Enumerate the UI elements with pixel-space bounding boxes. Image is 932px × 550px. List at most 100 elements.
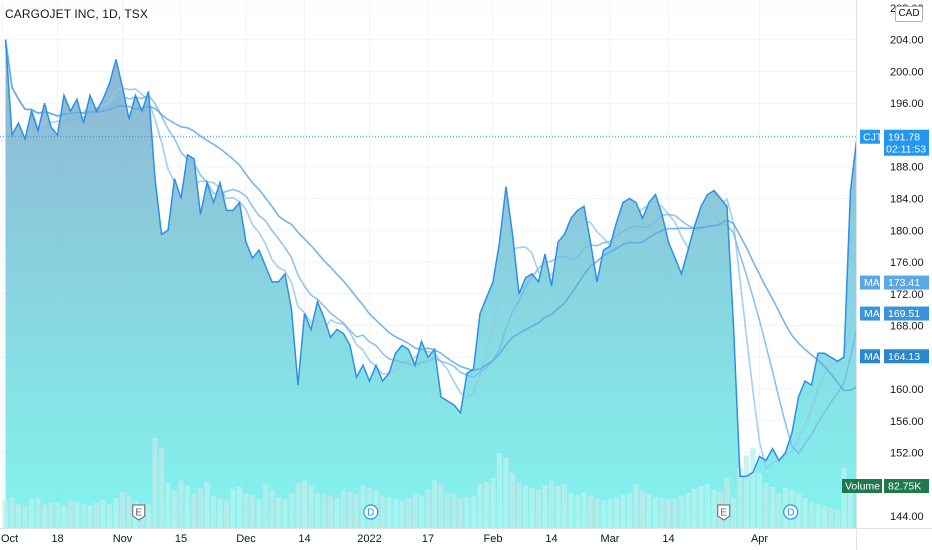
- volume-bar: [522, 485, 529, 528]
- ma-value-tag[interactable]: MA 169.51: [860, 306, 929, 321]
- earnings-marker[interactable]: E: [717, 504, 731, 521]
- volume-bar: [672, 498, 678, 528]
- volume-tag[interactable]: Volume 82.75K: [842, 479, 929, 493]
- volume-bar: [282, 499, 288, 528]
- moving-average-line-1[interactable]: [4, 39, 858, 470]
- time-tick-label: 15: [175, 533, 187, 545]
- ma-value-tag[interactable]: MA 173.41: [860, 275, 929, 290]
- time-tick-label: 14: [662, 533, 674, 545]
- volume-bar: [529, 488, 535, 528]
- price-tick-label: 168.00: [890, 321, 924, 333]
- volume-bar: [490, 478, 496, 528]
- volume-bar: [808, 502, 815, 528]
- volume-bar: [847, 486, 854, 528]
- bar-countdown: 02:11:53: [886, 144, 926, 156]
- volume-bar: [425, 489, 431, 528]
- price-line[interactable]: [4, 39, 858, 478]
- volume-bar: [152, 438, 158, 528]
- volume-bar: [561, 484, 568, 528]
- volume-bar: [386, 497, 392, 528]
- volume-bar: [776, 493, 782, 528]
- volume-bar: [730, 498, 737, 528]
- volume-bar: [542, 485, 548, 528]
- earnings-marker[interactable]: E: [132, 504, 146, 521]
- volume-bar: [841, 468, 847, 528]
- volume-bar: [321, 494, 327, 528]
- volume-bar: [210, 495, 217, 528]
- volume-bar: [236, 487, 243, 528]
- price-area-fill: [5, 39, 856, 528]
- time-tick-label: 18: [51, 533, 63, 545]
- volume-bar: [646, 494, 652, 528]
- time-tick-label: 2022: [357, 533, 381, 545]
- volume-bar: [301, 480, 308, 528]
- dividend-marker[interactable]: D: [783, 504, 799, 520]
- volume-bar: [607, 499, 613, 528]
- volume-bar: [555, 486, 561, 528]
- time-tick-label: Dec: [236, 533, 256, 545]
- moving-average-line-3[interactable]: [4, 39, 858, 392]
- time-tick-label: Mar: [601, 533, 620, 545]
- volume-bar: [288, 493, 295, 528]
- ma-last-value: 169.51: [888, 308, 920, 320]
- ma-last-value: 173.41: [888, 277, 920, 289]
- volume-bar: [750, 448, 756, 528]
- price-axis[interactable]: 144.00148.00152.00156.00160.00164.00168.…: [890, 3, 924, 523]
- volume-bar: [106, 504, 113, 528]
- volume-bar: [581, 492, 587, 528]
- volume-bar: [35, 497, 41, 528]
- volume-bar: [327, 496, 334, 528]
- volume-bar: [691, 489, 698, 528]
- volume-bar: [48, 502, 54, 528]
- volume-bar: [145, 504, 152, 528]
- volume-bar: [256, 499, 262, 528]
- volume-bar: [61, 505, 67, 528]
- volume-bar: [340, 490, 347, 528]
- volume-bar: [698, 486, 704, 528]
- volume-bar: [392, 499, 399, 528]
- volume-bar: [685, 493, 691, 528]
- volume-bar: [652, 497, 659, 528]
- volume-bar: [80, 503, 87, 528]
- ma-value-tag[interactable]: MA 164.13: [860, 349, 929, 364]
- volume-bar: [126, 495, 132, 528]
- volume-bar: [2, 500, 9, 528]
- dividend-marker[interactable]: D: [363, 504, 379, 520]
- volume-bar: [457, 498, 464, 528]
- volume-bar: [22, 506, 28, 528]
- time-tick-label: 14: [545, 533, 557, 545]
- volume-bar: [626, 493, 633, 528]
- volume-bar: [834, 509, 841, 528]
- time-axis[interactable]: Oct 18 Nov 15 Dec 14 2022 17 Feb 14 Mar 14 Apr: [1, 533, 768, 545]
- volume-bar: [275, 497, 282, 528]
- currency-badge[interactable]: CAD: [895, 6, 923, 22]
- volume-bar: [74, 501, 80, 528]
- volume-bar: [347, 492, 353, 528]
- volume-bar: [795, 493, 802, 528]
- volume-bar: [483, 482, 490, 528]
- price-tick-label: 188.00: [890, 162, 924, 174]
- volume-bar: [243, 493, 249, 528]
- volume-bar: [191, 493, 197, 528]
- svg-text:E: E: [135, 508, 142, 519]
- volume-bar: [113, 498, 119, 528]
- price-tick-label: 144.00: [890, 511, 924, 523]
- price-tick-label: 176.00: [890, 257, 924, 269]
- ma-name: MA: [864, 277, 880, 289]
- volume-bar: [516, 483, 522, 528]
- volume-bar: [100, 500, 106, 528]
- volume-bar: [41, 504, 48, 528]
- volume-bar: [665, 499, 672, 528]
- price-tick-label: 196.00: [890, 98, 924, 110]
- volume-bar: [451, 494, 457, 528]
- volume-bar: [184, 485, 191, 528]
- price-tick-label: 172.00: [890, 289, 924, 301]
- ma-name: MA: [864, 351, 880, 363]
- svg-text:D: D: [787, 508, 794, 519]
- volume-bar: [821, 506, 828, 528]
- volume-bar: [262, 484, 269, 528]
- volume-bar: [223, 500, 230, 528]
